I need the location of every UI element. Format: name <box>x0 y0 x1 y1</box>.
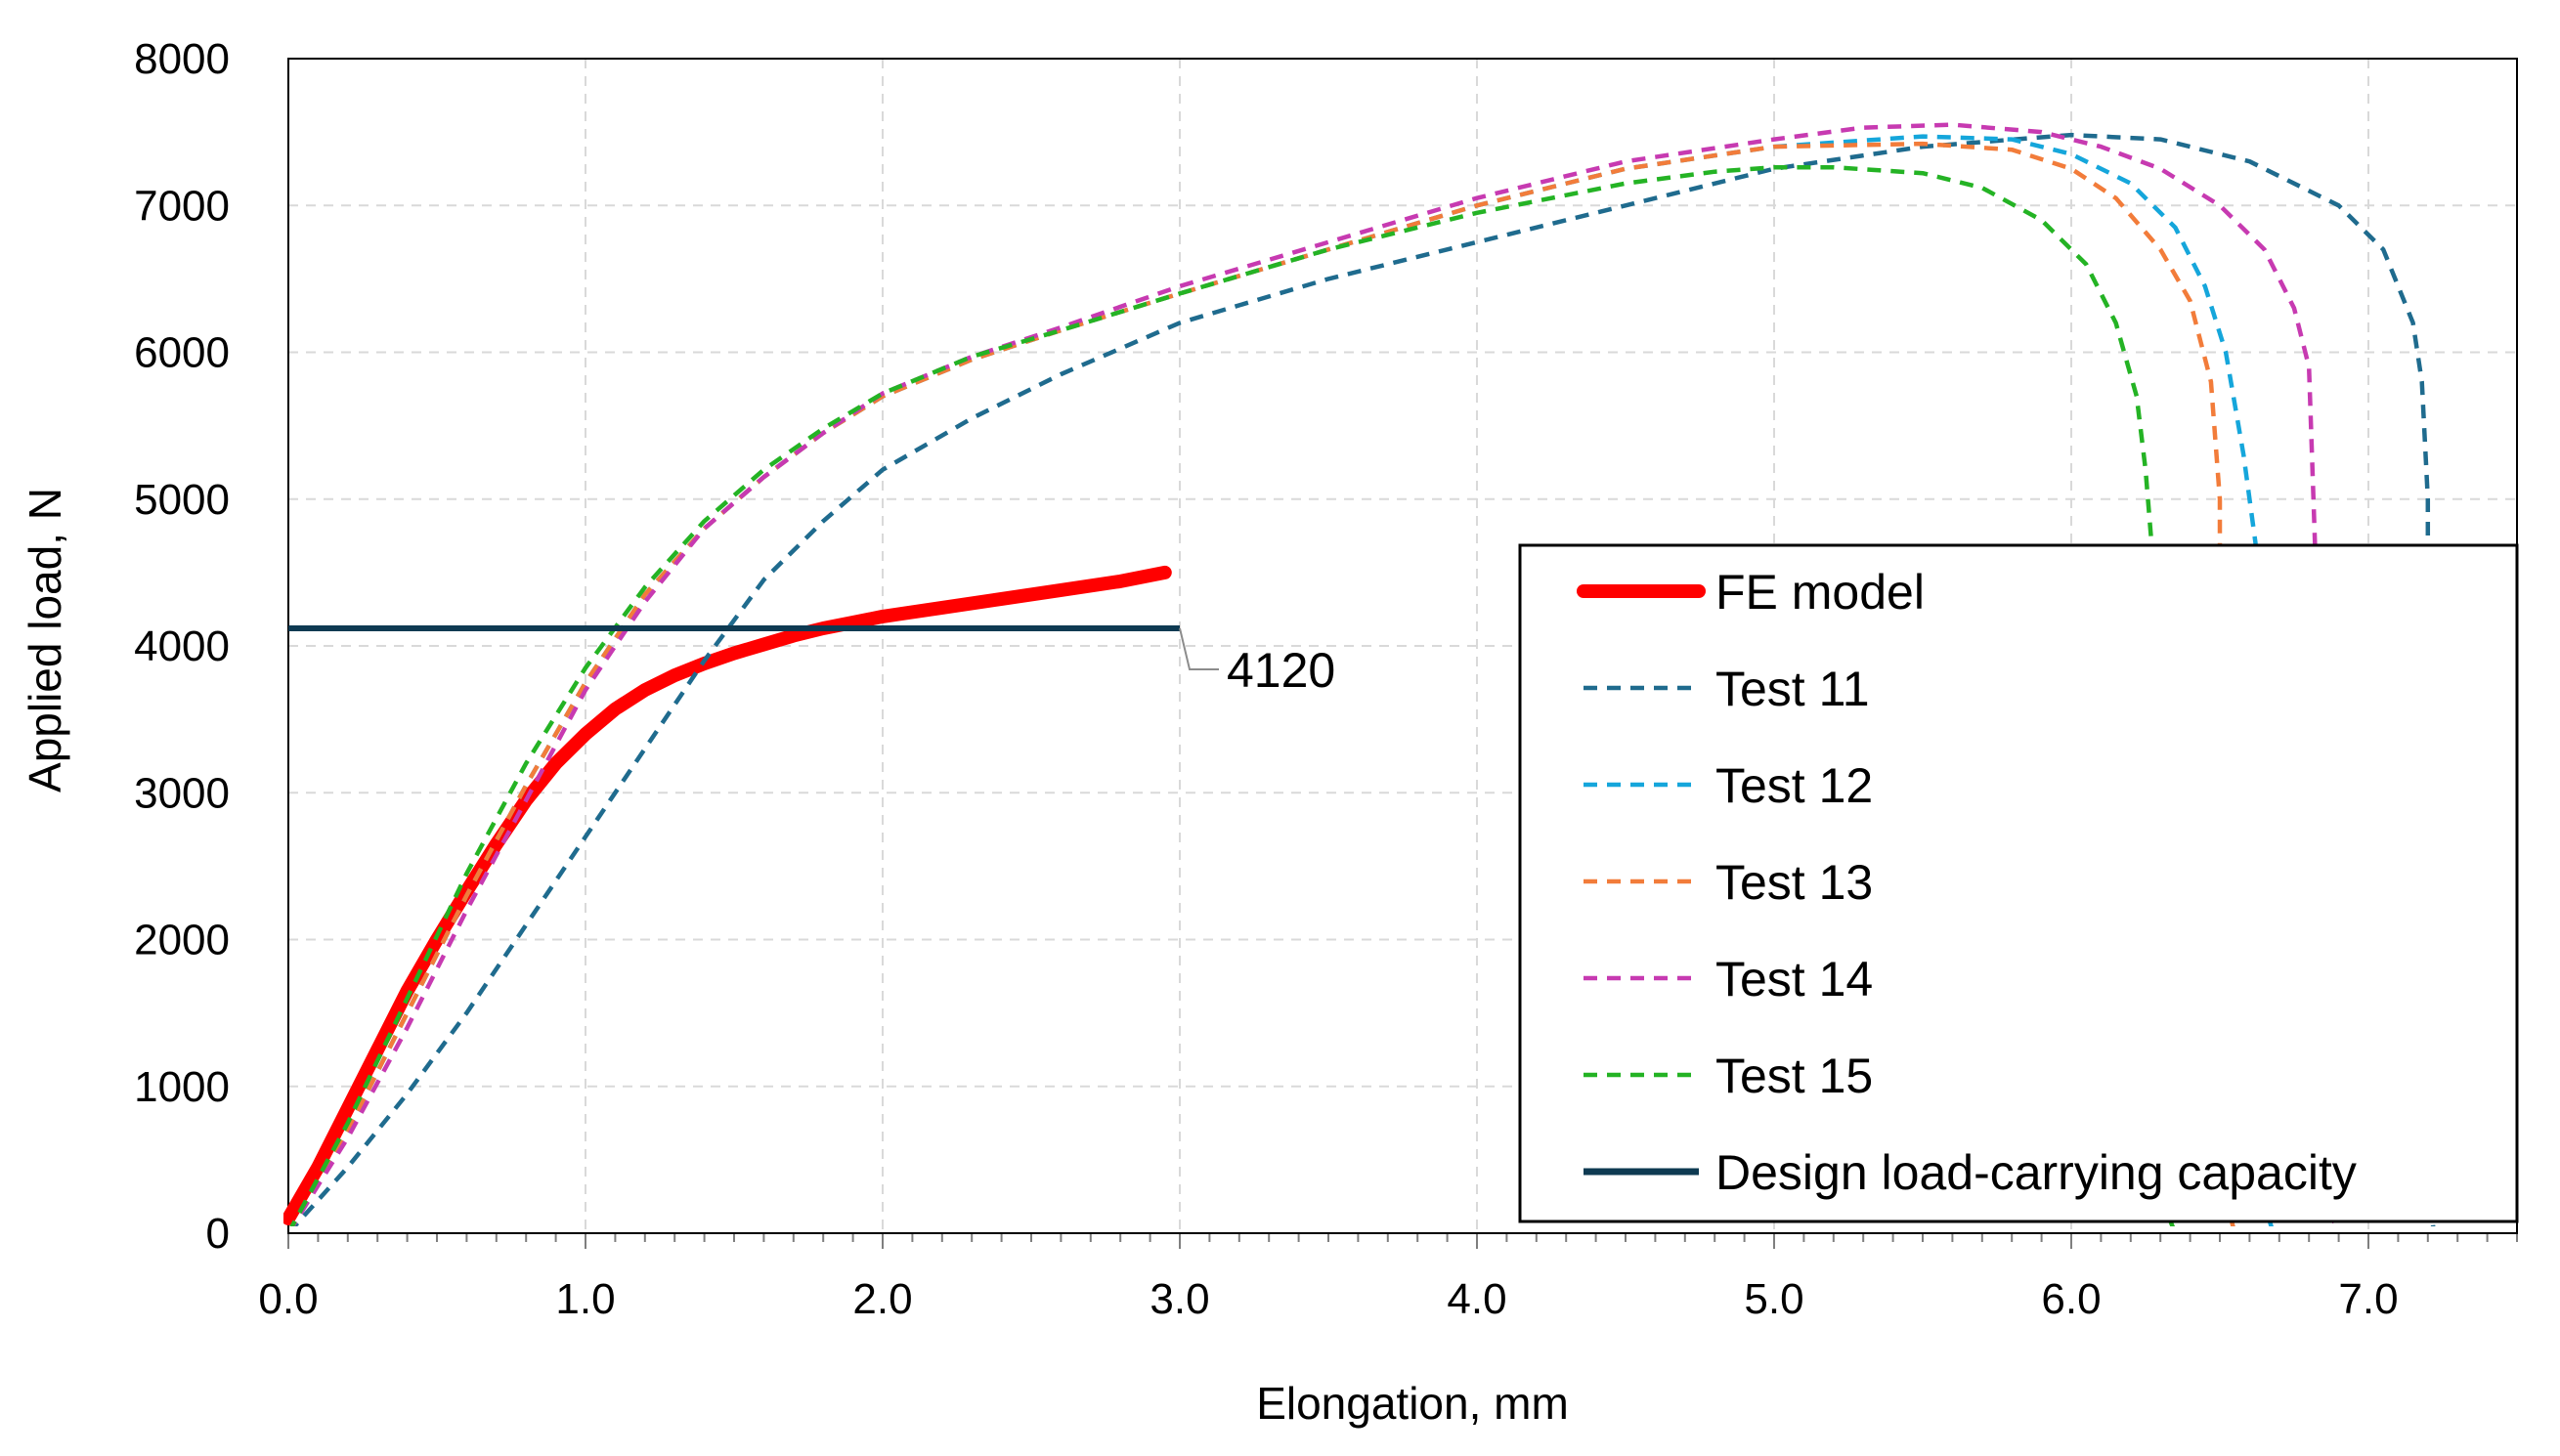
legend-box <box>1518 543 2519 1223</box>
legend-items: FE model Test 11 Test 12 Test 13 Test 14 Test… <box>1577 565 2357 1200</box>
series-line-test-15 <box>289 164 2175 1226</box>
series-line-test-11 <box>291 132 2436 1226</box>
y-tick-label: 7000 <box>134 182 230 230</box>
y-tick-label: 4000 <box>134 622 230 670</box>
annotations: 4120 <box>1179 627 1335 698</box>
legend-label: Test 11 <box>1715 662 1870 716</box>
y-tick-label: 8000 <box>134 35 230 83</box>
y-axis-title: Applied load, N <box>20 488 70 792</box>
x-tick-label: 7.0 <box>2338 1275 2398 1323</box>
legend-label: Design load-carrying capacity <box>1715 1145 2357 1200</box>
x-tick-label: 2.0 <box>852 1275 912 1323</box>
legend-label: Test 13 <box>1715 855 1873 910</box>
y-tick-label: 1000 <box>134 1063 230 1111</box>
x-tick-label: 4.0 <box>1447 1275 1506 1323</box>
legend-label: FE model <box>1715 565 1925 620</box>
x-tick-label: 5.0 <box>1744 1275 1803 1323</box>
legend-label: Test 15 <box>1715 1049 1873 1103</box>
series-layer <box>283 122 2436 1226</box>
x-tick-label: 0.0 <box>258 1275 318 1323</box>
legend-label: Test 12 <box>1715 758 1873 813</box>
x-tick-label: 6.0 <box>2041 1275 2101 1323</box>
y-tick-label: 0 <box>206 1210 230 1258</box>
x-axis-title: Elongation, mm <box>1256 1378 1569 1429</box>
annotation-leader-line <box>1179 627 1219 670</box>
y-tick-label: 3000 <box>134 769 230 817</box>
series-line-test-13 <box>289 141 2235 1226</box>
y-tick-label: 2000 <box>134 917 230 964</box>
y-tick-label: 6000 <box>134 329 230 377</box>
legend-label: Test 14 <box>1715 952 1873 1006</box>
series-line-test-14 <box>289 122 2339 1226</box>
legend: FE model Test 11 Test 12 Test 13 Test 14 Test… <box>1518 543 2519 1223</box>
x-tick-label: 3.0 <box>1150 1275 1209 1323</box>
y-tick-label: 5000 <box>134 476 230 524</box>
x-tick-label: 1.0 <box>555 1275 615 1323</box>
annotation-label: 4120 <box>1227 643 1335 698</box>
series-line-fe-model <box>283 565 1172 1225</box>
